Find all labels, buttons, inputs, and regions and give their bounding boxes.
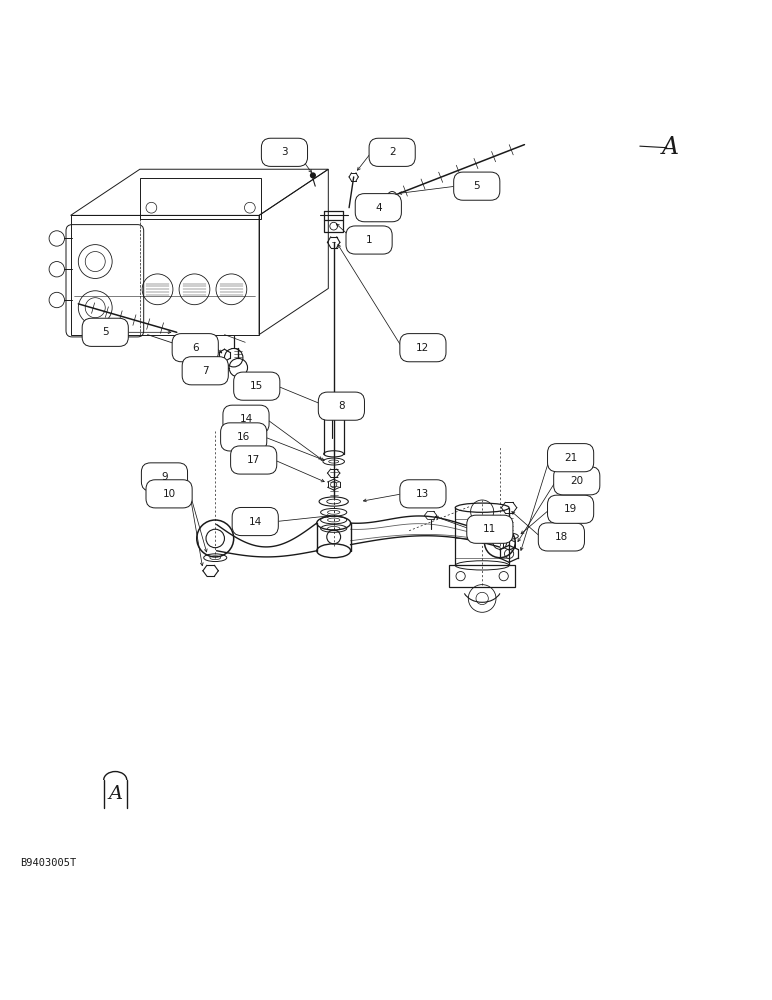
Text: 14: 14 [239,414,252,424]
Text: 7: 7 [202,366,208,376]
Text: 19: 19 [564,504,577,514]
Text: A: A [108,785,122,803]
Text: 11: 11 [483,524,496,534]
FancyBboxPatch shape [262,138,307,166]
FancyBboxPatch shape [231,446,277,474]
Text: 16: 16 [237,432,250,442]
Text: 8: 8 [338,401,344,411]
Text: 20: 20 [571,476,584,486]
FancyBboxPatch shape [221,423,267,451]
FancyBboxPatch shape [400,480,446,508]
FancyBboxPatch shape [146,480,192,508]
FancyBboxPatch shape [234,372,279,400]
Bar [449,565,515,587]
FancyBboxPatch shape [400,334,446,362]
Text: 5: 5 [102,327,109,337]
FancyBboxPatch shape [346,226,392,254]
FancyBboxPatch shape [318,392,364,420]
Text: 21: 21 [564,453,577,463]
Text: 9: 9 [161,472,168,482]
FancyBboxPatch shape [538,523,584,551]
Text: 12: 12 [416,343,429,353]
FancyBboxPatch shape [82,318,128,346]
Text: 13: 13 [416,489,429,499]
FancyBboxPatch shape [172,334,218,362]
FancyBboxPatch shape [232,507,279,536]
Text: 15: 15 [250,381,263,391]
Circle shape [310,172,316,178]
Text: 3: 3 [281,147,288,157]
FancyBboxPatch shape [454,172,499,200]
Text: 17: 17 [247,455,260,465]
Text: 18: 18 [555,532,568,542]
FancyBboxPatch shape [554,467,600,495]
FancyBboxPatch shape [369,138,415,166]
FancyBboxPatch shape [141,463,188,491]
FancyBboxPatch shape [547,495,594,523]
FancyBboxPatch shape [223,405,269,433]
Text: 10: 10 [163,489,176,499]
Text: 6: 6 [192,343,198,353]
FancyBboxPatch shape [467,515,513,543]
Text: 2: 2 [389,147,395,157]
FancyBboxPatch shape [355,194,401,222]
Bar [140,178,262,219]
Text: 4: 4 [375,203,381,213]
FancyBboxPatch shape [182,357,229,385]
Text: 5: 5 [473,181,480,191]
Text: A: A [662,136,679,159]
FancyBboxPatch shape [547,444,594,472]
Bar [324,220,343,232]
Text: 1: 1 [366,235,372,245]
Text: 14: 14 [249,517,262,527]
Text: B9403005T: B9403005T [21,858,77,868]
